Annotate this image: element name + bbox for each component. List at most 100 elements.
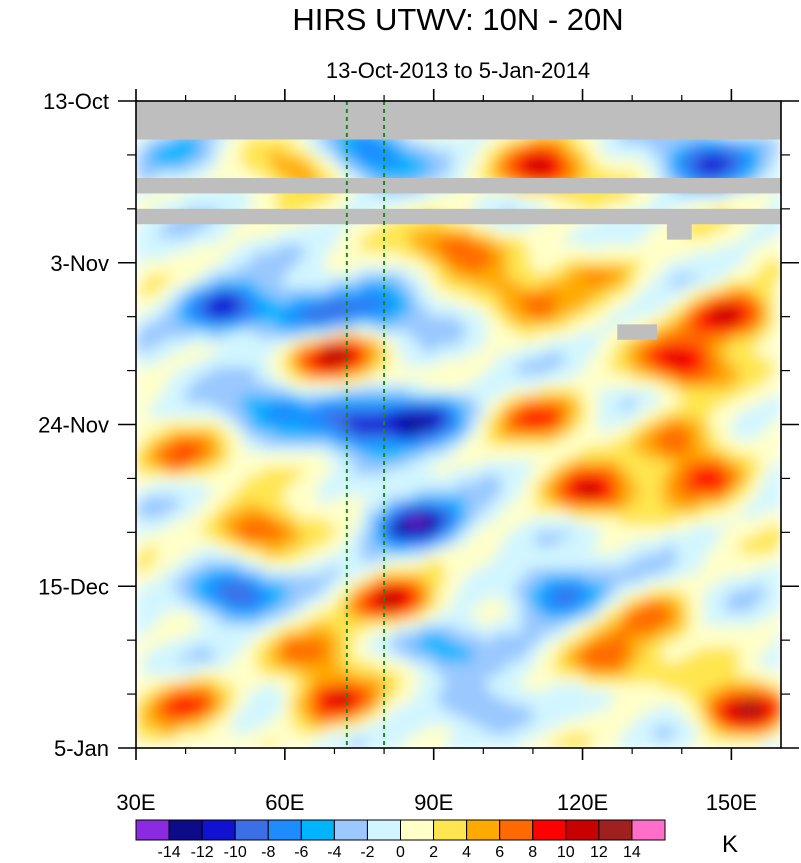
field-cell <box>591 402 600 411</box>
field-cell <box>696 366 705 375</box>
field-cell <box>633 402 642 411</box>
field-cell <box>717 338 726 347</box>
field-cell <box>626 417 635 426</box>
field-cell <box>542 359 551 368</box>
field-cell <box>213 446 221 454</box>
field-cell <box>717 259 726 267</box>
field-cell <box>325 244 333 253</box>
field-cell <box>136 446 144 454</box>
field-cell <box>353 482 361 490</box>
field-cell <box>381 309 389 318</box>
field-cell <box>332 201 340 210</box>
field-cell <box>472 424 481 433</box>
field-cell <box>528 194 537 203</box>
field-cell <box>563 402 572 411</box>
field-cell <box>759 194 768 203</box>
field-cell <box>521 309 530 318</box>
field-cell <box>696 460 705 469</box>
field-cell <box>654 251 663 260</box>
field-cell <box>556 417 565 426</box>
field-cell <box>654 244 663 253</box>
field-cell <box>192 446 200 454</box>
field-cell <box>710 158 719 167</box>
field-cell <box>437 352 446 361</box>
field-cell <box>360 338 368 347</box>
field-cell <box>241 352 249 361</box>
field-cell <box>738 244 747 253</box>
field-cell <box>395 395 404 404</box>
field-cell <box>535 395 544 404</box>
field-cell <box>675 474 684 483</box>
field-cell <box>605 309 614 318</box>
field-cell <box>220 366 228 375</box>
field-cell <box>493 259 502 267</box>
field-cell <box>626 388 635 397</box>
field-cell <box>185 144 193 152</box>
field-cell <box>465 395 474 404</box>
field-cell <box>654 136 663 145</box>
field-cell <box>605 474 614 483</box>
field-cell <box>514 136 523 145</box>
field-cell <box>661 172 670 181</box>
field-cell <box>220 331 228 339</box>
field-cell <box>619 302 628 311</box>
field-cell <box>507 482 516 490</box>
field-cell <box>696 259 705 267</box>
field-cell <box>164 287 172 296</box>
field-cell <box>549 201 558 210</box>
field-cell <box>136 230 144 239</box>
field-cell <box>570 273 579 282</box>
field-cell <box>535 345 544 354</box>
field-cell <box>570 223 579 231</box>
field-cell <box>402 438 411 447</box>
field-cell <box>556 309 565 318</box>
field-cell <box>535 316 544 325</box>
field-cell <box>661 374 670 382</box>
field-cell <box>199 172 207 181</box>
field-cell <box>605 158 614 167</box>
field-cell <box>297 345 305 354</box>
field-cell <box>297 309 305 318</box>
field-cell <box>304 201 312 210</box>
field-cell <box>584 309 593 318</box>
field-cell <box>570 266 579 275</box>
field-cell <box>717 165 726 174</box>
field-cell <box>661 144 670 152</box>
field-cell <box>577 331 586 339</box>
field-cell <box>164 259 172 267</box>
field-cell <box>654 331 663 339</box>
field-cell <box>605 352 614 361</box>
field-cell <box>255 410 263 418</box>
field-cell <box>332 474 340 483</box>
field-cell <box>423 438 432 447</box>
field-cell <box>710 460 719 469</box>
field-cell <box>451 338 460 347</box>
field-cell <box>255 230 263 239</box>
field-cell <box>731 237 740 246</box>
field-cell <box>647 259 656 267</box>
field-cell <box>395 266 404 275</box>
field-cell <box>444 144 453 152</box>
field-cell <box>738 194 747 203</box>
field-cell <box>563 323 572 332</box>
field-cell <box>276 201 284 210</box>
field-cell <box>325 136 333 145</box>
field-cell <box>759 345 768 354</box>
field-cell <box>150 467 158 476</box>
field-cell <box>248 194 256 203</box>
field-cell <box>213 438 221 447</box>
field-cell <box>493 446 502 454</box>
field-cell <box>444 402 453 411</box>
field-cell <box>304 244 312 253</box>
field-cell <box>367 338 375 347</box>
field-cell <box>773 374 781 382</box>
field-cell <box>185 165 193 174</box>
field-cell <box>570 467 579 476</box>
field-cell <box>556 266 565 275</box>
field-cell <box>486 417 495 426</box>
field-cell <box>367 453 375 462</box>
field-cell <box>521 259 530 267</box>
field-cell <box>675 446 684 454</box>
field-cell <box>171 323 179 332</box>
field-cell <box>332 266 340 275</box>
